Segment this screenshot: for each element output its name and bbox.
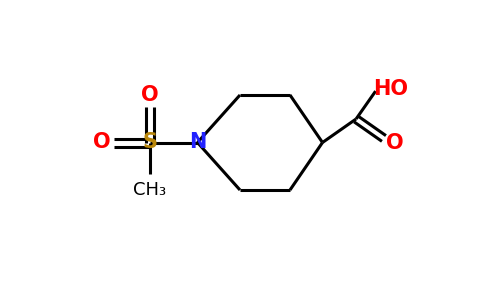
Text: S: S — [142, 133, 157, 152]
Text: O: O — [141, 85, 159, 105]
Text: CH₃: CH₃ — [134, 181, 166, 199]
Text: O: O — [93, 133, 110, 152]
Text: HO: HO — [373, 79, 408, 99]
Text: O: O — [386, 134, 404, 154]
Text: N: N — [189, 133, 206, 152]
